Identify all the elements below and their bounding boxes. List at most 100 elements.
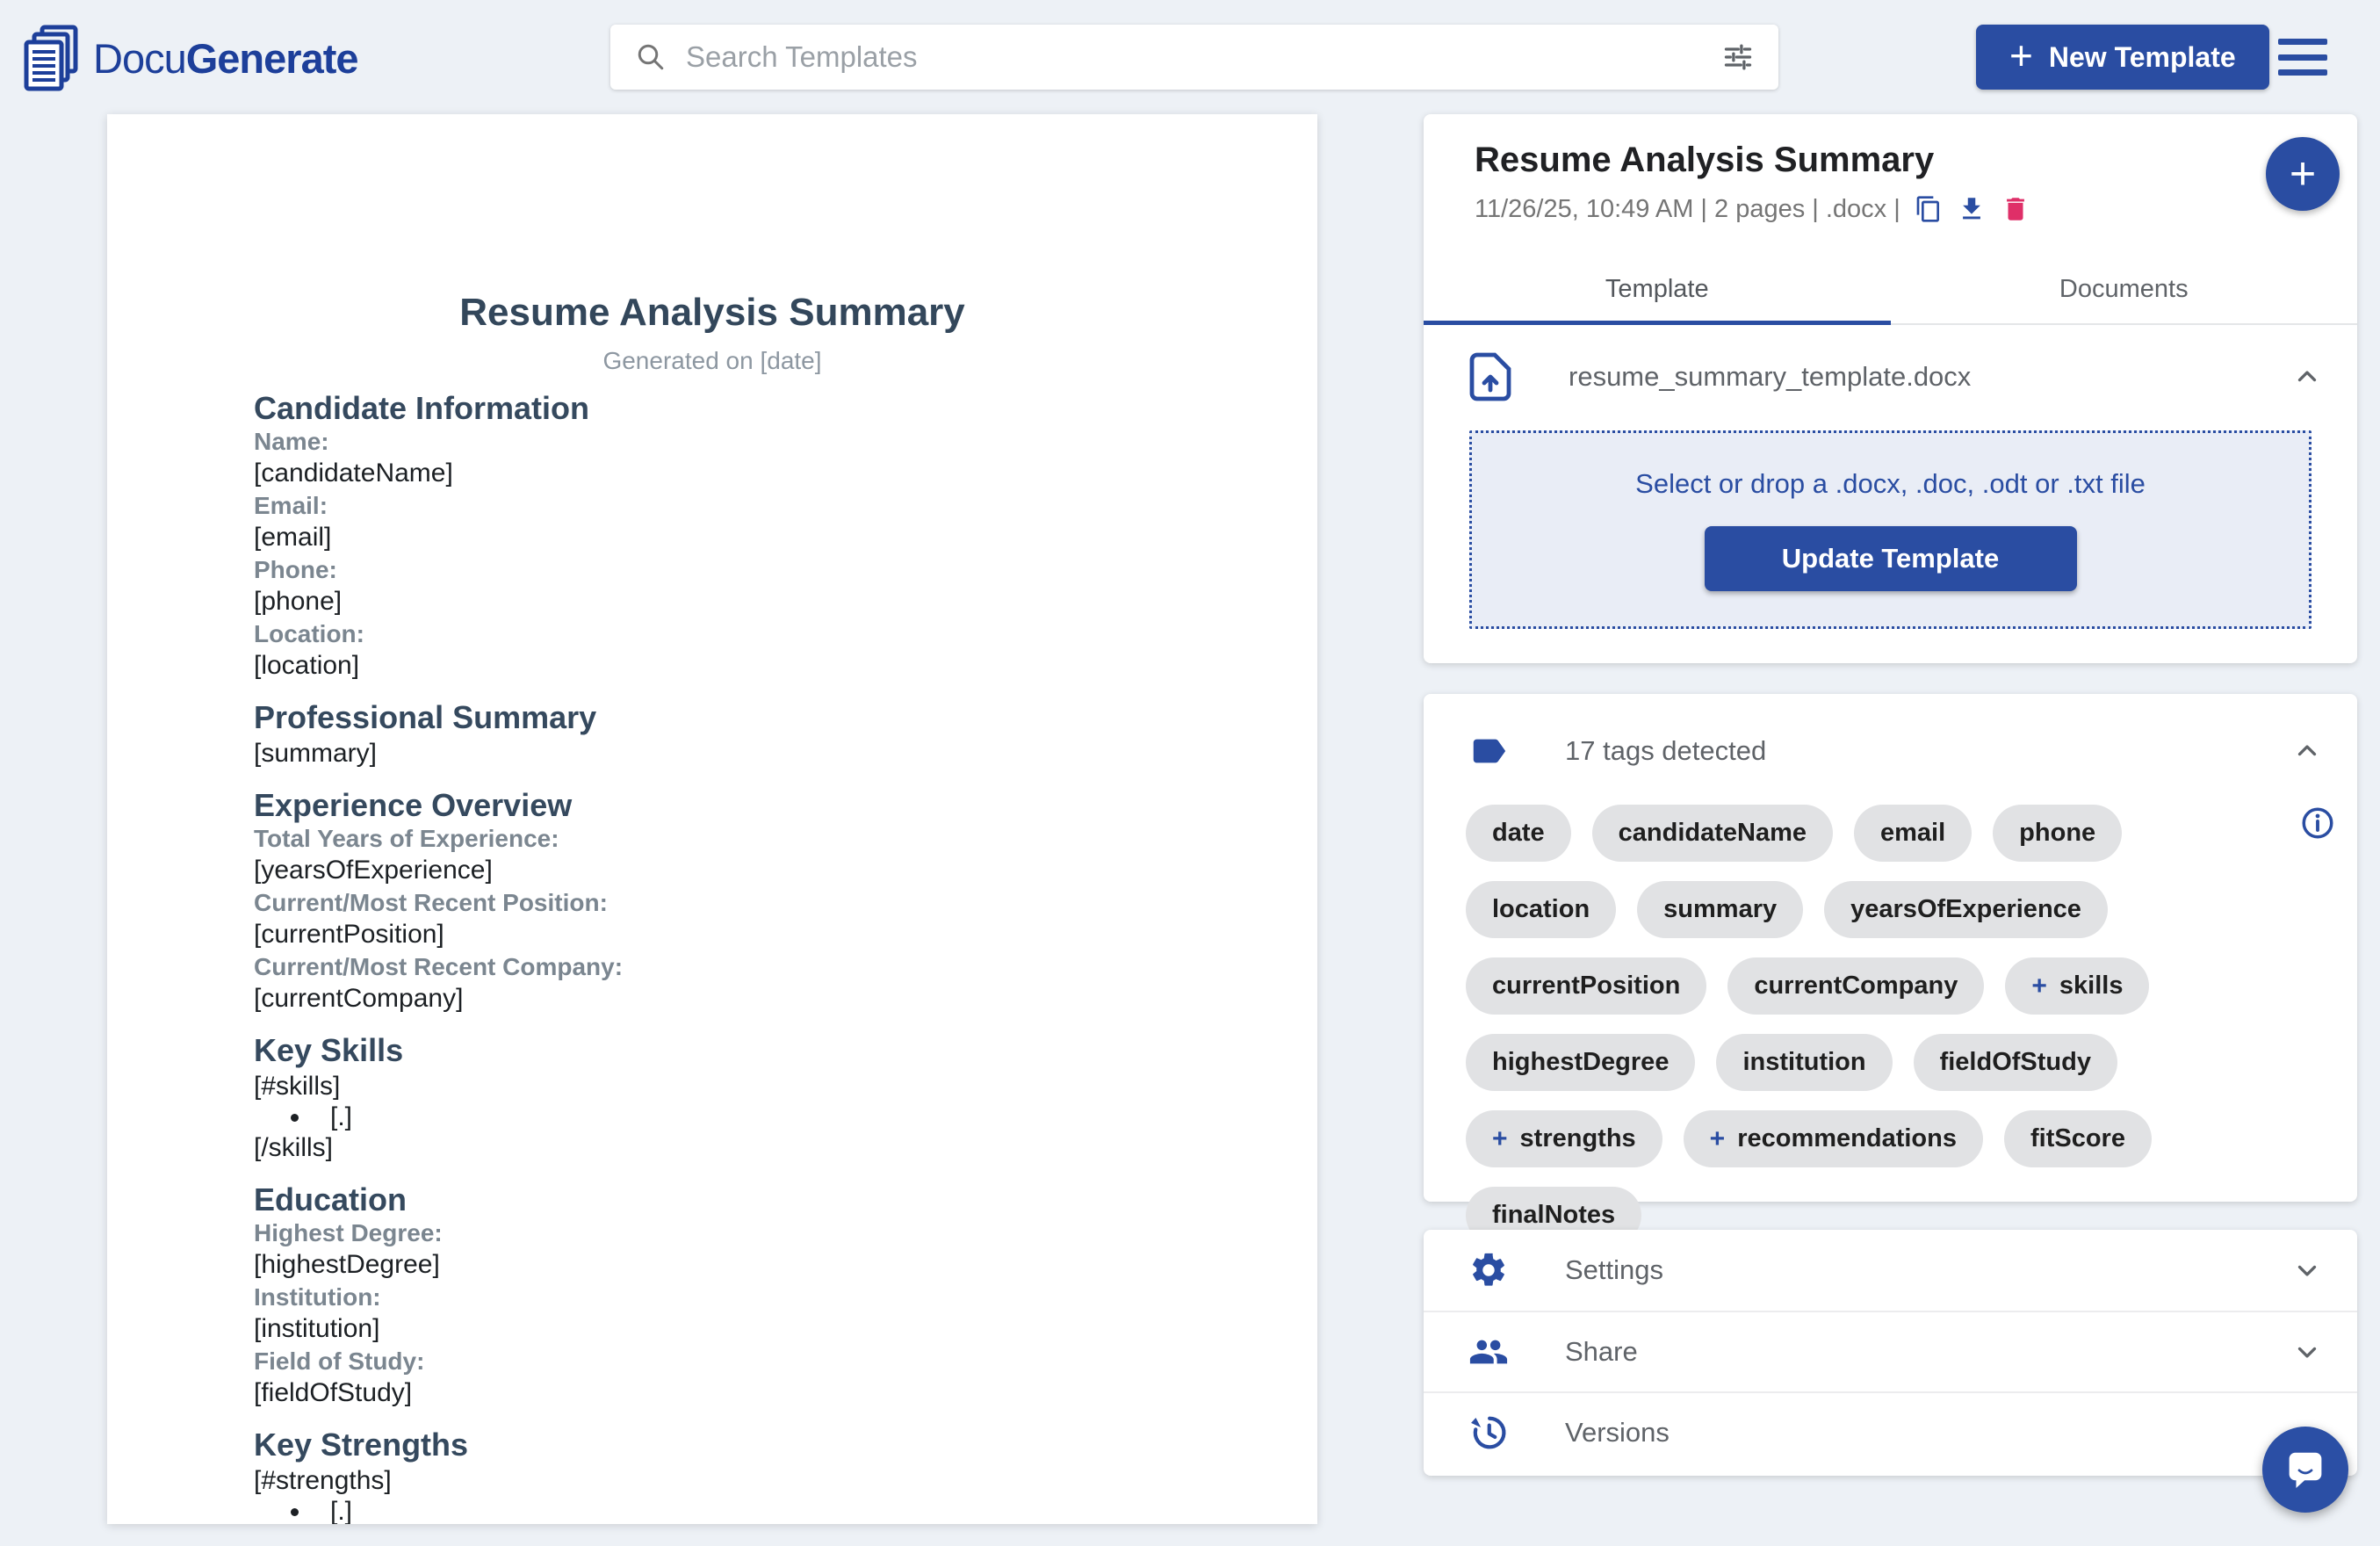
settings-label: Settings (1565, 1254, 1664, 1285)
tag-chip-label: recommendations (1737, 1124, 1957, 1152)
plus-icon: + (2031, 971, 2047, 1001)
tag-chip-label: currentCompany (1754, 972, 1958, 1000)
doc-field-value: [highestDegree] (254, 1250, 440, 1279)
search-input[interactable] (686, 40, 1703, 74)
tag-chip-currentPosition[interactable]: currentPosition (1466, 957, 1707, 1015)
accordion-share[interactable]: Share (1424, 1311, 2357, 1391)
info-icon[interactable] (2299, 805, 2336, 842)
people-icon (1468, 1332, 1509, 1372)
versions-label: Versions (1565, 1417, 1670, 1448)
tag-chip-recommendations[interactable]: + recommendations (1683, 1110, 1983, 1167)
document-subtitle: Generated on [date] (602, 347, 822, 374)
document-title: Resume Analysis Summary (459, 291, 965, 334)
doc-field-label: Institution: (254, 1283, 381, 1311)
doc-section-heading: Experience Overview (254, 787, 573, 823)
chat-bubble-icon (2281, 1445, 2330, 1494)
doc-bullet-item: [.] (254, 1104, 1171, 1131)
tag-chip-label: strengths (1519, 1124, 1636, 1152)
plus-icon: + (1492, 1123, 1508, 1153)
template-file-name: resume_summary_template.docx (1569, 361, 1972, 392)
settings-card: Settings Share Versions (1424, 1230, 2357, 1476)
template-detail-card: Resume Analysis Summary 11/26/25, 10:49 … (1424, 114, 2357, 663)
chat-launcher-button[interactable] (2262, 1427, 2348, 1513)
tag-chip-institution[interactable]: institution (1716, 1034, 1893, 1091)
doc-text-line: [#strengths] (254, 1466, 392, 1495)
tag-chip-label: yearsOfExperience (1850, 895, 2081, 923)
doc-field-value: [currentCompany] (254, 984, 464, 1013)
tag-chip-fieldOfStudy[interactable]: fieldOfStudy (1913, 1034, 2117, 1091)
brand-name: DocuGenerate (93, 34, 359, 82)
filter-tune-icon[interactable] (1722, 41, 1754, 73)
tag-chip-candidateName[interactable]: candidateName (1591, 805, 1833, 862)
search-bar (610, 25, 1778, 90)
panel-meta-text: 11/26/25, 10:49 AM | 2 pages | .docx | (1475, 194, 1900, 223)
tag-chip-location[interactable]: location (1466, 881, 1617, 938)
tag-icon (1468, 731, 1509, 771)
file-upload-icon (1468, 351, 1512, 402)
tag-chip-summary[interactable]: summary (1637, 881, 1804, 938)
chevron-down-icon (2292, 1255, 2322, 1285)
chevron-up-icon[interactable] (2292, 736, 2322, 766)
file-dropzone[interactable]: Select or drop a .docx, .doc, .odt or .t… (1469, 430, 2311, 629)
tags-detected-label: 17 tags detected (1565, 735, 1767, 766)
tag-chip-label: email (1880, 819, 1946, 847)
tags-header-row[interactable]: 17 tags detected (1424, 694, 2357, 771)
tab-template[interactable]: Template (1424, 254, 1891, 325)
doc-field-value: [location] (254, 651, 360, 680)
menu-hamburger-icon[interactable] (2278, 39, 2327, 76)
add-fab-button[interactable]: + (2266, 137, 2340, 211)
doc-section-heading: Key Strengths (254, 1427, 469, 1463)
tag-chip-highestDegree[interactable]: highestDegree (1466, 1034, 1696, 1091)
new-template-button[interactable]: + New Template (1976, 25, 2269, 90)
template-file-row[interactable]: resume_summary_template.docx (1424, 325, 2357, 425)
doc-field-label: Email: (254, 492, 328, 519)
tag-chip-label: candidateName (1618, 819, 1807, 847)
chevron-up-icon[interactable] (2292, 362, 2322, 392)
tag-chip-fitScore[interactable]: fitScore (2004, 1110, 2152, 1167)
tag-chip-list: date candidateName email phone location summa… (1424, 771, 2357, 1244)
topbar: DocuGenerate + New Template (0, 0, 2380, 114)
search-icon (635, 41, 667, 73)
document-blocks: Candidate Information Name: [candidateName… (254, 390, 1171, 1524)
chevron-down-icon (2292, 1337, 2322, 1367)
plus-icon: + (2289, 148, 2317, 199)
doc-text-line: [#skills] (254, 1072, 341, 1101)
document-preview-panel[interactable]: Resume Analysis Summary Generated on [da… (107, 114, 1317, 1524)
tag-chip-date[interactable]: date (1466, 805, 1571, 862)
history-icon (1468, 1412, 1509, 1453)
doc-section-heading: Education (254, 1181, 407, 1217)
doc-field-label: Total Years of Experience: (254, 825, 559, 852)
tag-chip-label: summary (1663, 895, 1778, 923)
doc-bullet-text: [.] (330, 1497, 353, 1525)
accordion-versions[interactable]: Versions (1424, 1391, 2357, 1472)
tab-documents[interactable]: Documents (2059, 275, 2189, 303)
doc-field-label: Name: (254, 428, 329, 455)
tag-chip-yearsOfExperience[interactable]: yearsOfExperience (1824, 881, 2108, 938)
tag-chip-phone[interactable]: phone (1993, 805, 2123, 862)
tag-chip-label: location (1492, 895, 1590, 923)
copy-icon[interactable] (1915, 195, 1943, 223)
doc-section-heading: Professional Summary (254, 699, 597, 735)
panel-header: Resume Analysis Summary 11/26/25, 10:49 … (1424, 114, 2357, 224)
panel-meta: 11/26/25, 10:49 AM | 2 pages | .docx | (1475, 194, 2322, 224)
tag-chip-label: institution (1742, 1048, 1866, 1076)
doc-field-label: Field of Study: (254, 1347, 425, 1375)
doc-field-value: [yearsOfExperience] (254, 856, 493, 885)
tag-chip-label: finalNotes (1492, 1201, 1616, 1229)
accordion-settings[interactable]: Settings (1424, 1230, 2357, 1311)
gear-icon (1468, 1250, 1509, 1290)
tag-chip-currentCompany[interactable]: currentCompany (1727, 957, 1985, 1015)
tag-chip-skills[interactable]: + skills (2005, 957, 2150, 1015)
doc-field-label: Current/Most Recent Company: (254, 953, 624, 980)
update-template-button[interactable]: Update Template (1704, 526, 2077, 591)
tag-chip-label: fieldOfStudy (1939, 1048, 2091, 1076)
tag-chip-email[interactable]: email (1854, 805, 1973, 862)
brand-logo[interactable]: DocuGenerate (23, 25, 359, 91)
doc-field-value: [candidateName] (254, 459, 453, 488)
download-icon[interactable] (1957, 194, 1987, 224)
doc-field-value: [institution] (254, 1314, 380, 1343)
delete-icon[interactable] (2001, 194, 2030, 224)
dropzone-hint: Select or drop a .docx, .doc, .odt or .t… (1635, 468, 2146, 499)
tag-chip-strengths[interactable]: + strengths (1466, 1110, 1662, 1167)
bullet-dot (291, 1113, 299, 1122)
